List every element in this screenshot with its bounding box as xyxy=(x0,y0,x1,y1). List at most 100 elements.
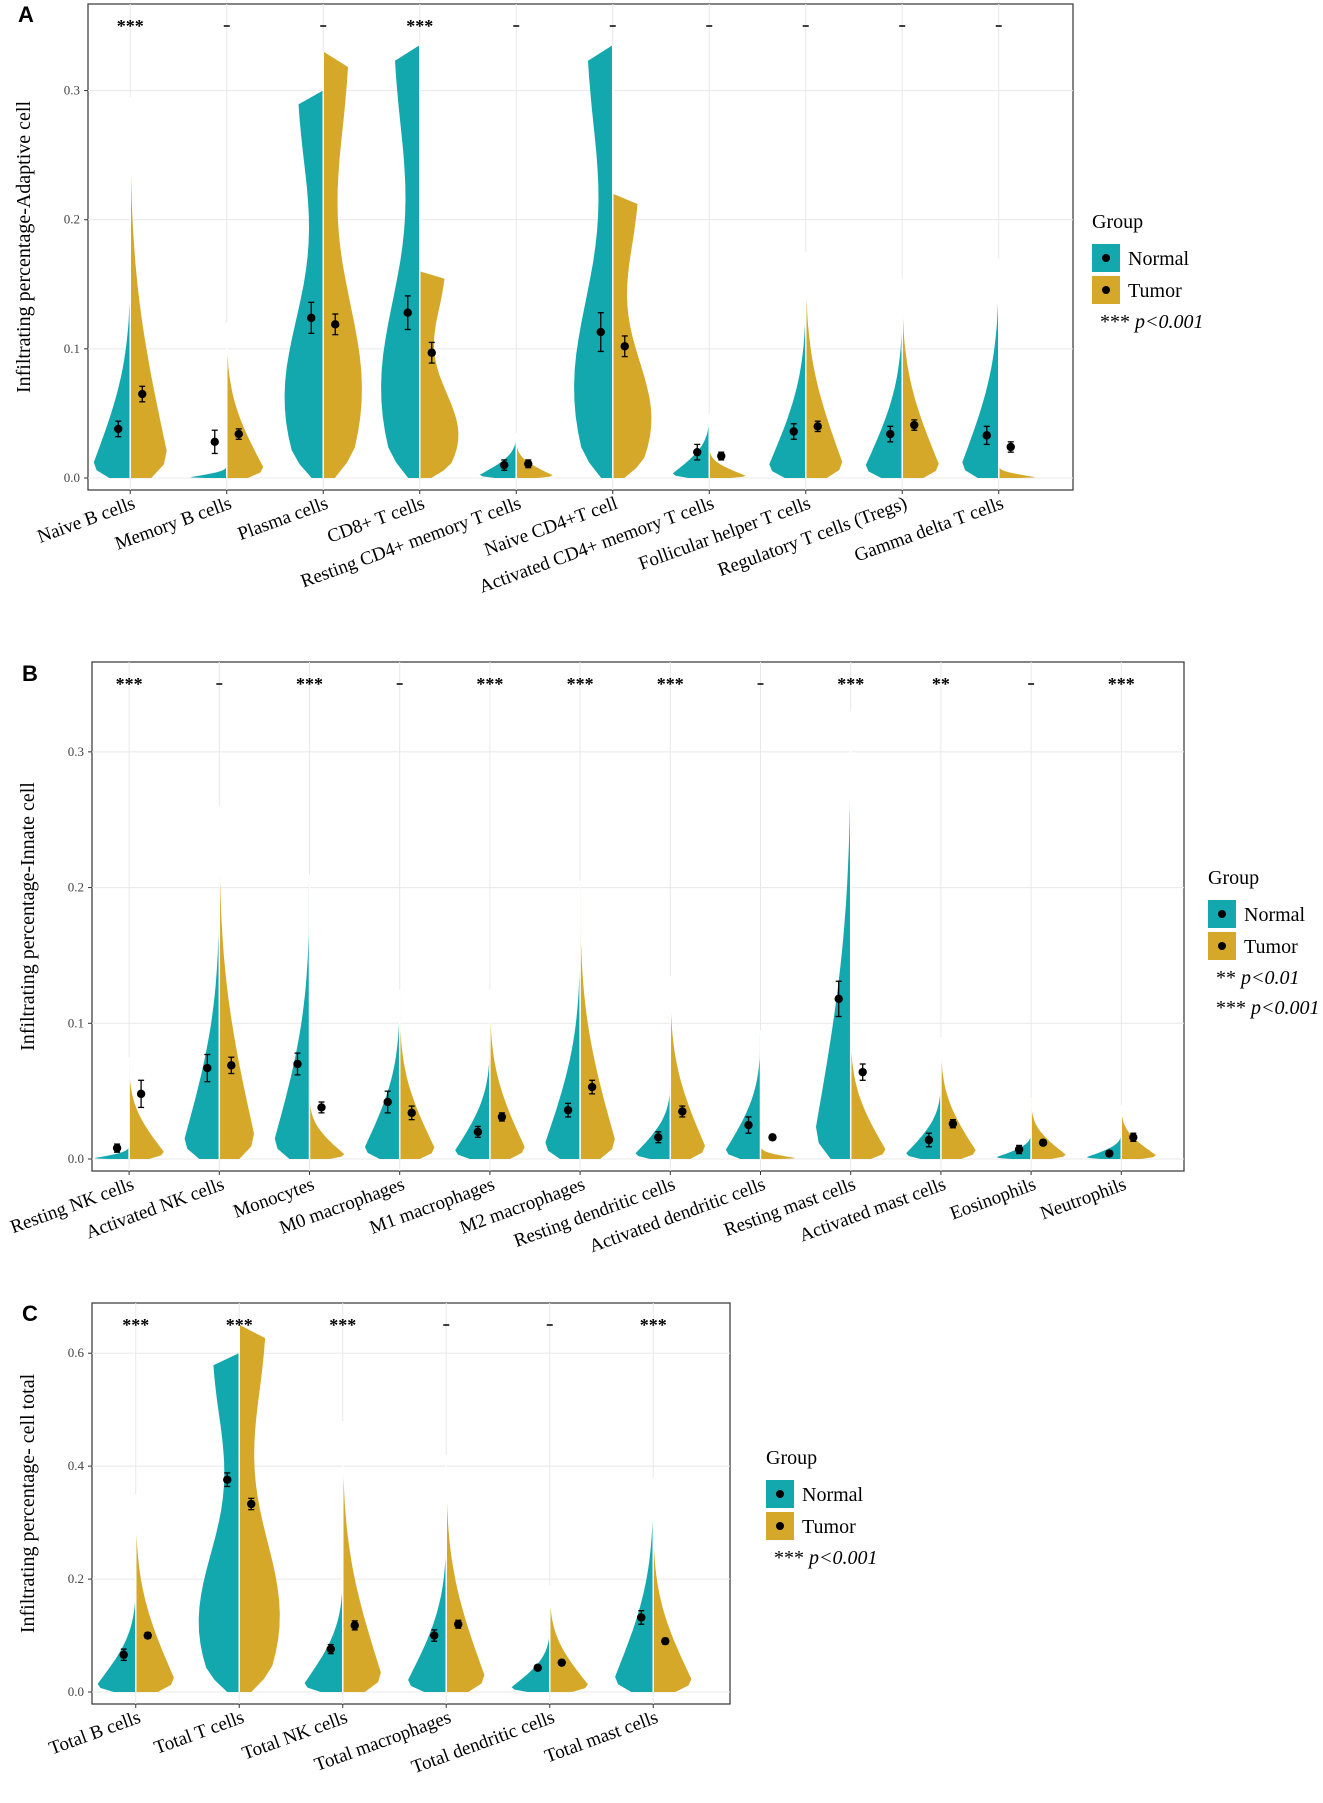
mean-point xyxy=(858,1067,867,1077)
mean-point xyxy=(326,1644,335,1654)
sig-mark: *** xyxy=(567,674,594,694)
mean-point xyxy=(768,1133,777,1142)
sig-mark: *** xyxy=(657,674,684,694)
mean-point xyxy=(307,313,316,323)
sig-note: *** p<0.001 xyxy=(774,1547,878,1569)
violin-normal xyxy=(816,711,851,1159)
violin-normal xyxy=(184,874,220,1159)
violin-normal xyxy=(381,45,420,478)
mean-point xyxy=(497,1112,507,1122)
mean-point xyxy=(533,1663,542,1672)
sig-mark: *** xyxy=(116,674,143,694)
x-tick-label: Total T cells xyxy=(151,1707,247,1759)
violin-tumor xyxy=(709,445,746,478)
sig-mark: *** xyxy=(226,1315,253,1335)
mean-point xyxy=(524,459,533,468)
panel-A: A 0.0 0.1 0.2 0.3 Infiltrating percentage-Ada… xyxy=(13,2,1204,598)
mean-point xyxy=(427,348,436,357)
panel-C: C 0.0 0.2 0.4 0.6 Infiltrating percentage- ce… xyxy=(17,1301,878,1778)
mean-point xyxy=(331,320,340,329)
sig-mark: *** xyxy=(117,16,144,36)
violin-tumor xyxy=(399,996,435,1159)
y-tick-label: 0.2 xyxy=(64,212,80,227)
mean-point xyxy=(119,1650,128,1659)
mean-point xyxy=(383,1097,392,1107)
violin-normal xyxy=(615,1477,654,1692)
y-tick-label: 0.6 xyxy=(68,1345,85,1360)
violin-normal xyxy=(996,1131,1032,1159)
violin-normal xyxy=(574,45,613,478)
violin-normal xyxy=(198,1353,240,1692)
mean-point xyxy=(430,1631,439,1640)
mean-point xyxy=(210,437,219,447)
mean-point xyxy=(678,1107,687,1116)
violin-normal xyxy=(408,1522,447,1692)
violin-normal xyxy=(455,1036,490,1159)
y-tick-label: 0.3 xyxy=(68,744,84,759)
mean-point xyxy=(203,1063,212,1073)
mean-point xyxy=(227,1061,236,1070)
mean-point xyxy=(407,1108,416,1118)
violin-normal xyxy=(545,928,581,1159)
sig-mark: *** xyxy=(1108,674,1135,694)
sig-note: *** p<0.001 xyxy=(1216,997,1320,1019)
mean-point xyxy=(473,1127,483,1137)
violin-tumor xyxy=(998,465,1036,478)
sig-mark: *** xyxy=(406,16,433,36)
sig-note: *** p<0.001 xyxy=(1100,311,1204,333)
violin-tumor xyxy=(130,97,167,478)
sig-mark: *** xyxy=(476,674,503,694)
panel-label: C xyxy=(22,1301,38,1326)
mean-point xyxy=(982,431,991,440)
mean-point xyxy=(789,427,798,436)
legend-label-tumor: Tumor xyxy=(1244,936,1298,958)
y-tick-label: 0.2 xyxy=(68,1571,84,1586)
mean-point xyxy=(948,1119,958,1128)
legend-title: Group xyxy=(1092,211,1143,233)
legend-dot xyxy=(1102,254,1110,262)
y-tick-label: 0.2 xyxy=(68,880,84,895)
violin-tumor xyxy=(239,1325,280,1692)
legend: Group Normal Tumor ** p<0.01 *** p<0.001 xyxy=(1208,867,1320,1019)
mean-point xyxy=(114,424,123,434)
legend: Group Normal Tumor *** p<0.001 xyxy=(1092,211,1204,333)
mean-point xyxy=(661,1636,670,1646)
mean-point xyxy=(596,327,605,337)
sig-mark: ** xyxy=(932,674,950,694)
violin-tumor xyxy=(419,271,459,478)
violin-normal xyxy=(511,1624,550,1692)
mean-point xyxy=(1014,1145,1024,1154)
violin-tumor xyxy=(612,193,652,478)
sig-mark: *** xyxy=(329,1315,356,1335)
sig-mark: *** xyxy=(837,674,864,694)
legend-title: Group xyxy=(766,1447,817,1469)
violin-tumor xyxy=(1121,1104,1156,1159)
mean-point xyxy=(587,1082,597,1092)
violin-normal xyxy=(284,90,324,479)
y-tick-label: 0.1 xyxy=(68,1015,84,1030)
sig-mark: *** xyxy=(296,674,323,694)
y-axis-label: Infiltrating percentage-Innate cell xyxy=(17,782,39,1051)
y-tick-label: 0.1 xyxy=(64,341,80,356)
violin-tumor xyxy=(129,1057,164,1159)
y-axis-label: Infiltrating percentage-Adaptive cell xyxy=(13,101,35,394)
mean-point xyxy=(112,1143,122,1153)
violin-tumor xyxy=(446,1454,485,1692)
mean-point xyxy=(138,389,147,399)
x-tick-label: Plasma cells xyxy=(235,493,331,545)
y-tick-label: 0.0 xyxy=(68,1151,84,1166)
mean-point xyxy=(247,1499,256,1509)
legend-label-normal: Normal xyxy=(1128,248,1190,270)
legend-dot xyxy=(776,1490,784,1498)
violin-normal xyxy=(93,258,131,478)
legend-title: Group xyxy=(1208,867,1259,889)
panel-B: B 0.0 0.1 0.2 0.3 Infiltrating percentage-Inn… xyxy=(8,661,1320,1257)
violin-normal xyxy=(672,413,710,478)
x-tick-label: Total B cells xyxy=(46,1707,143,1759)
y-tick-label: 0.3 xyxy=(64,83,80,98)
violin-normal xyxy=(94,1145,130,1159)
violin-tumor xyxy=(309,1091,345,1159)
mean-point xyxy=(223,1475,232,1484)
x-tick-label: Neutrophils xyxy=(1038,1174,1129,1224)
